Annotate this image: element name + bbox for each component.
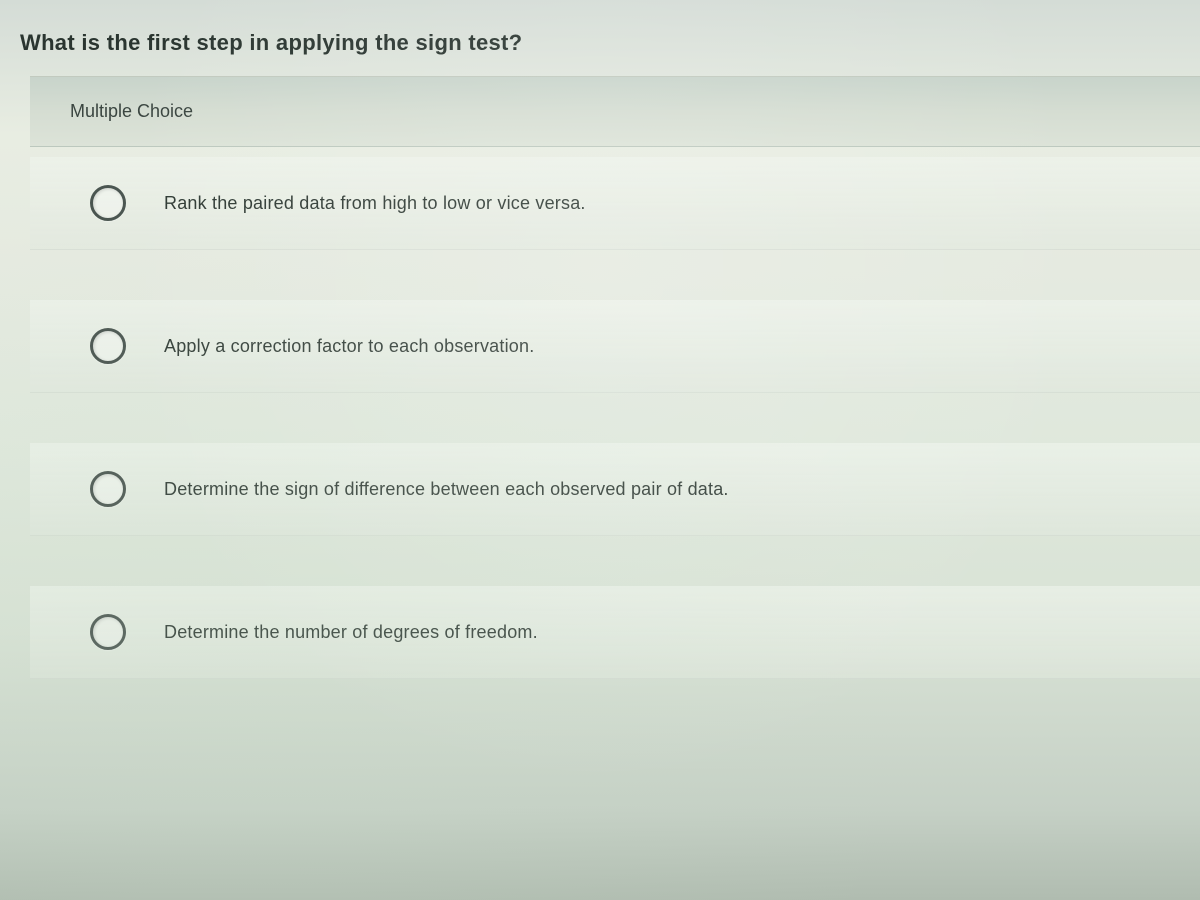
radio-icon[interactable] <box>90 328 126 364</box>
option-label: Determine the sign of difference between… <box>164 479 729 500</box>
section-header: Multiple Choice <box>30 76 1200 147</box>
radio-icon[interactable] <box>90 614 126 650</box>
option-row-3[interactable]: Determine the sign of difference between… <box>30 443 1200 536</box>
option-label: Determine the number of degrees of freed… <box>164 622 538 643</box>
option-label: Apply a correction factor to each observ… <box>164 336 534 357</box>
radio-icon[interactable] <box>90 471 126 507</box>
options-list: Rank the paired data from high to low or… <box>30 147 1200 679</box>
question-prompt: What is the first step in applying the s… <box>0 0 1200 76</box>
option-label: Rank the paired data from high to low or… <box>164 193 586 214</box>
option-row-2[interactable]: Apply a correction factor to each observ… <box>30 300 1200 393</box>
question-block: Multiple Choice Rank the paired data fro… <box>30 76 1200 679</box>
option-row-4[interactable]: Determine the number of degrees of freed… <box>30 586 1200 679</box>
option-row-1[interactable]: Rank the paired data from high to low or… <box>30 157 1200 250</box>
radio-icon[interactable] <box>90 185 126 221</box>
